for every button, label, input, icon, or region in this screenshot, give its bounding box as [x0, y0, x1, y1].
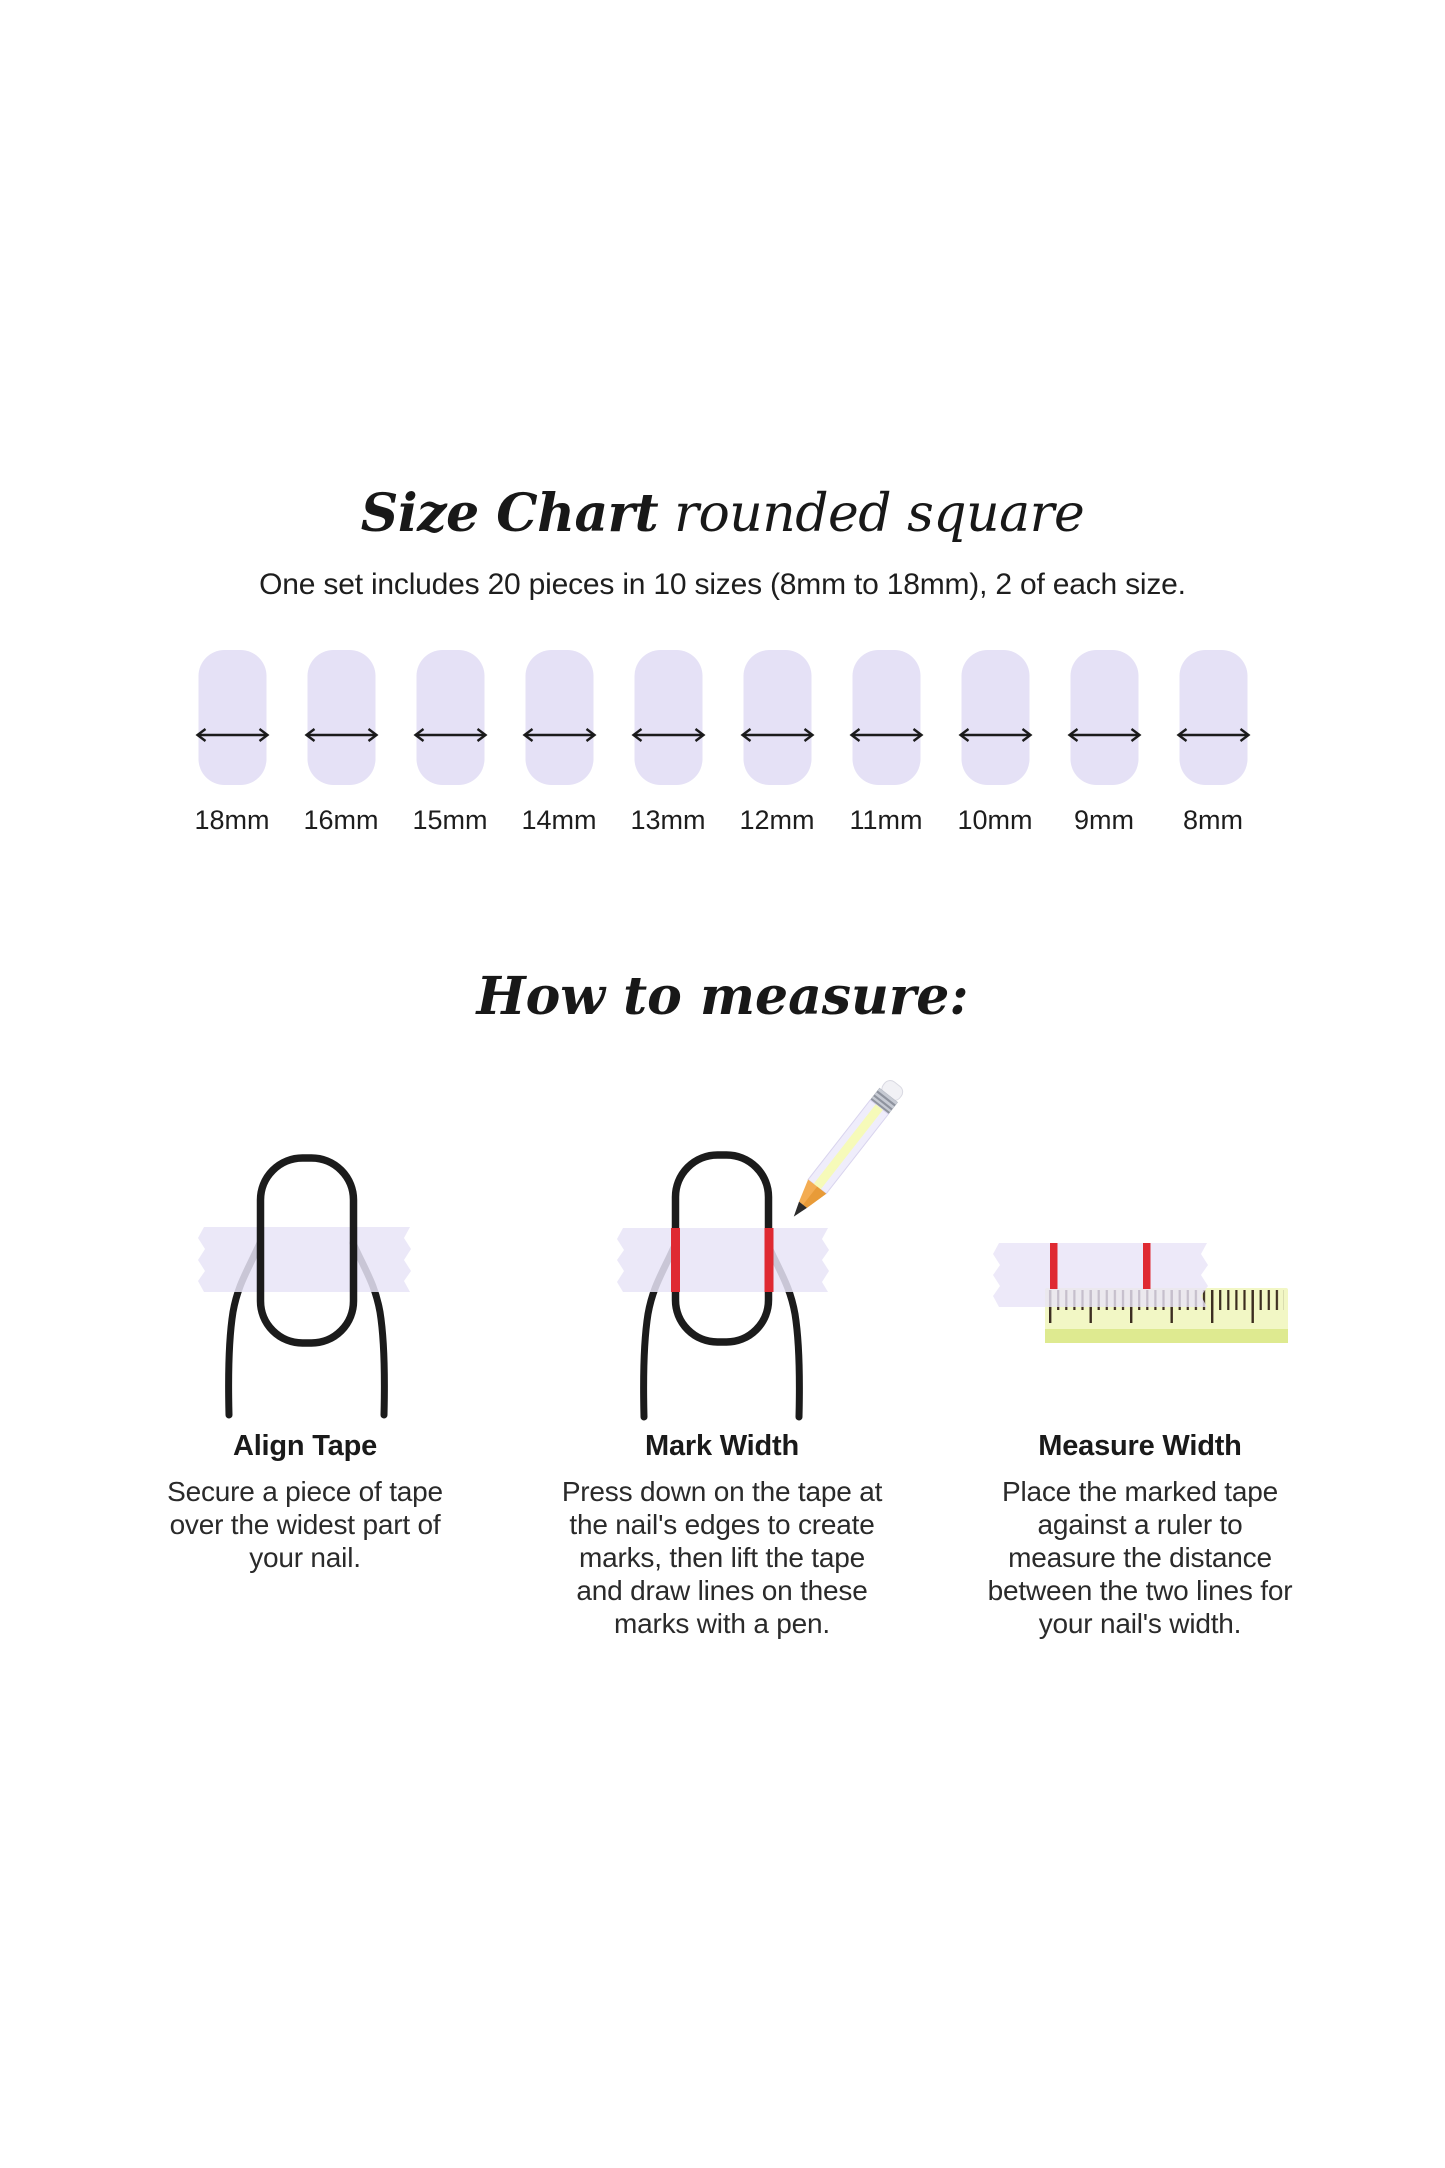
mark-width-illustration: [617, 1080, 904, 1421]
size-item: 9mm: [1067, 650, 1141, 836]
width-arrow-icon: [195, 728, 269, 742]
nail-outline: [256, 1154, 358, 1347]
size-item: 13mm: [631, 650, 706, 836]
page-title-main: Size Chart: [360, 483, 659, 544]
size-item: 12mm: [740, 650, 815, 836]
size-item: 15mm: [413, 650, 488, 836]
ruler-edge-strip: [1045, 1329, 1288, 1343]
step-measure-width: Measure Width Place the marked tape agai…: [960, 1430, 1320, 1640]
set-contents-subtitle: One set includes 20 pieces in 10 sizes (…: [259, 568, 1186, 601]
nail-chip: [634, 650, 702, 785]
nail-chip: [852, 650, 920, 785]
size-item: 10mm: [958, 650, 1033, 836]
size-label: 18mm: [194, 805, 270, 835]
size-label: 11mm: [849, 805, 923, 835]
size-label: 15mm: [412, 805, 488, 835]
width-arrow-icon: [522, 728, 596, 742]
width-arrow-icon: [631, 728, 705, 742]
nail-chip: [416, 650, 484, 785]
step-title: Mark Width: [644, 1430, 800, 1462]
pencil-icon: [793, 1080, 904, 1217]
size-item: 8mm: [1176, 650, 1250, 836]
size-row: 18mm 16mm 15mm: [195, 650, 1250, 836]
size-item: 16mm: [304, 650, 379, 836]
step-mark-width: Mark Width Press down on the tape at the…: [542, 1430, 902, 1640]
page-title: Size Chart rounded square: [0, 482, 1445, 546]
size-label: 12mm: [739, 805, 815, 835]
align-tape-illustration: [198, 1154, 411, 1419]
width-arrow-icon: [740, 728, 814, 742]
nail-chip: [198, 650, 266, 785]
how-to-measure-title: How to measure:: [476, 966, 969, 1027]
size-label: 14mm: [521, 805, 597, 835]
width-arrow-icon: [1176, 728, 1250, 742]
size-item: 14mm: [522, 650, 597, 836]
width-arrow-icon: [849, 728, 923, 742]
nail-width-mark: [671, 1228, 680, 1292]
size-label: 16mm: [303, 805, 379, 835]
width-arrow-icon: [413, 728, 487, 742]
tape: [198, 1227, 411, 1292]
step-title: Measure Width: [1038, 1430, 1242, 1462]
step-description: Place the marked tape against a ruler to…: [987, 1476, 1293, 1639]
size-item: 18mm: [195, 650, 270, 836]
nail-width-mark: [1143, 1243, 1151, 1289]
size-label: 8mm: [1183, 805, 1243, 835]
nail-chip: [307, 650, 375, 785]
step-description: Secure a piece of tape over the widest p…: [167, 1476, 443, 1573]
nail-width-mark: [764, 1228, 774, 1292]
nail-width-mark: [1050, 1243, 1058, 1289]
nail-chip: [961, 650, 1029, 785]
tape: [617, 1228, 829, 1292]
size-label: 13mm: [630, 805, 706, 835]
width-arrow-icon: [958, 728, 1032, 742]
page-title-accent: rounded square: [674, 484, 1085, 544]
nail-chip: [743, 650, 811, 785]
size-label: 10mm: [957, 805, 1033, 835]
nail-chip: [1179, 650, 1247, 785]
width-arrow-icon: [1067, 728, 1141, 742]
nail-chip: [1070, 650, 1138, 785]
measure-width-illustration: [993, 1243, 1288, 1343]
step-description: Press down on the tape at the nail's edg…: [561, 1476, 883, 1639]
width-arrow-icon: [304, 728, 378, 742]
step-align-tape: Align Tape Secure a piece of tape over t…: [125, 1430, 485, 1574]
step-title: Align Tape: [232, 1430, 378, 1462]
size-item: 11mm: [849, 650, 923, 836]
size-label: 9mm: [1074, 805, 1134, 835]
nail-chip: [525, 650, 593, 785]
tape: [993, 1243, 1208, 1307]
